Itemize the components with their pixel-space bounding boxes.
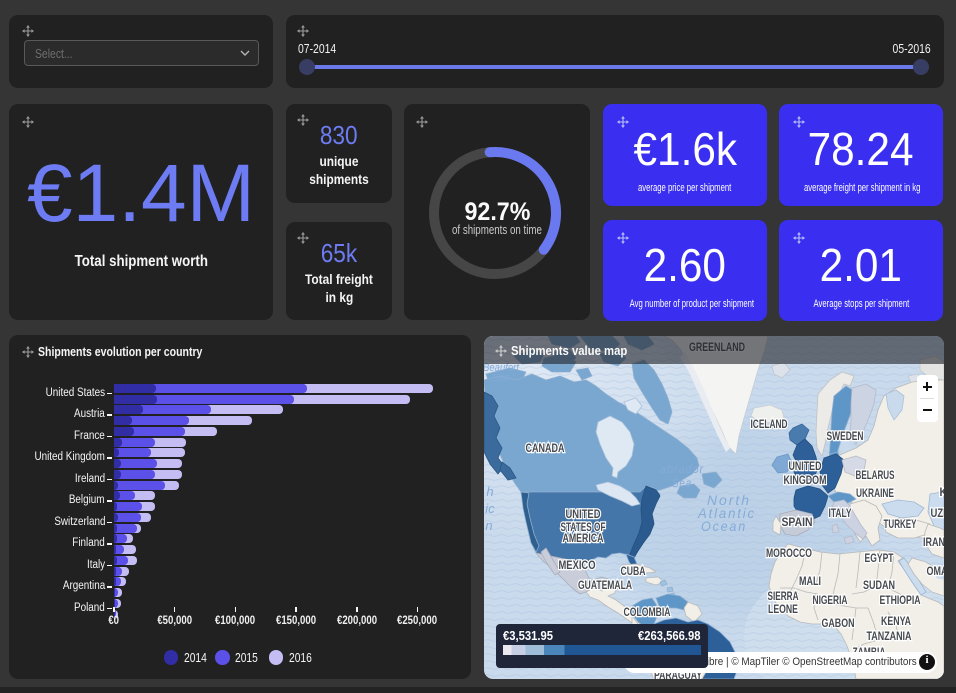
svg-text:Sea: Sea [493, 372, 509, 384]
svg-text:OMA: OMA [927, 566, 945, 578]
svg-text:Ocean: Ocean [701, 518, 747, 534]
svg-text:AMERICA: AMERICA [563, 533, 604, 545]
svg-text:SWEDEN: SWEDEN [827, 431, 864, 443]
svg-text:MEXICO: MEXICO [559, 560, 596, 572]
svg-text:ETHIOPIA: ETHIOPIA [880, 595, 921, 607]
svg-text:TURKEY: TURKEY [884, 519, 917, 531]
svg-text:MOROCCO: MOROCCO [766, 548, 812, 560]
svg-text:SIERRA: SIERRA [768, 591, 799, 603]
svg-text:IRAN: IRAN [923, 537, 944, 549]
svg-text:ITALY: ITALY [829, 508, 852, 520]
svg-text:GUATEMALA: GUATEMALA [578, 580, 632, 592]
svg-text:Sea: Sea [672, 476, 692, 490]
svg-text:Beaufort: Beaufort [484, 362, 520, 374]
svg-text:BELARUS: BELARUS [856, 470, 895, 482]
svg-text:KA: KA [940, 487, 945, 499]
svg-text:MALI: MALI [799, 576, 821, 588]
svg-text:GABON: GABON [822, 618, 855, 630]
svg-text:STATES OF: STATES OF [561, 522, 606, 534]
svg-text:UNITED: UNITED [566, 509, 601, 521]
svg-text:abrador: abrador [660, 462, 704, 476]
svg-text:ic: ic [485, 501, 495, 516]
svg-text:UKRAINE: UKRAINE [856, 488, 894, 500]
svg-text:ICELAND: ICELAND [751, 419, 788, 431]
svg-text:North: North [707, 492, 751, 508]
svg-text:TANZANIA: TANZANIA [867, 631, 912, 643]
svg-text:KENYA: KENYA [881, 616, 911, 628]
svg-text:SUDAN: SUDAN [863, 580, 895, 592]
svg-text:SPAIN: SPAIN [782, 517, 813, 529]
svg-text:NIGERIA: NIGERIA [813, 595, 848, 607]
svg-text:KINGDOM: KINGDOM [784, 475, 827, 487]
svg-text:CANADA: CANADA [526, 443, 565, 455]
svg-text:EGYPT: EGYPT [865, 553, 894, 565]
svg-text:COLOMBIA: COLOMBIA [624, 607, 671, 619]
svg-text:PARAGUAY: PARAGUAY [654, 670, 702, 679]
svg-text:n: n [485, 518, 492, 533]
svg-text:LEONE: LEONE [768, 604, 798, 616]
svg-text:UZE: UZE [931, 508, 945, 520]
svg-text:CUBA: CUBA [621, 566, 646, 578]
svg-text:UNITED: UNITED [789, 461, 822, 473]
svg-text:h: h [486, 484, 493, 499]
svg-text:Atlantic: Atlantic [697, 505, 756, 521]
